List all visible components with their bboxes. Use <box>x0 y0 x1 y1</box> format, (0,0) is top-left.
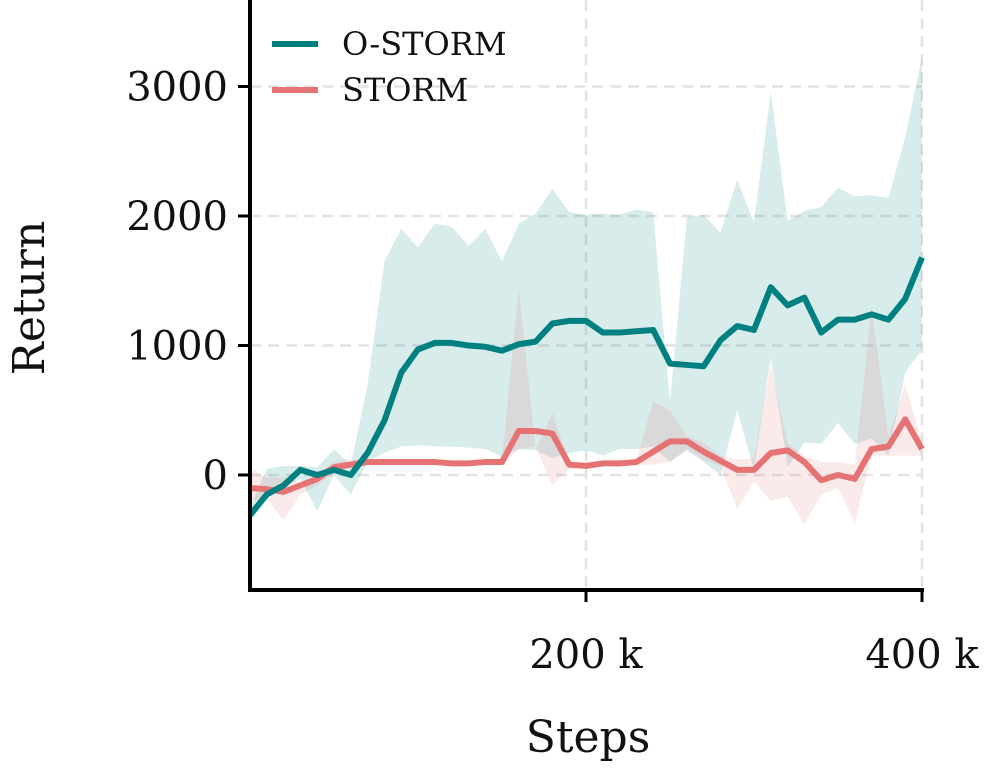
y-tick-label: 2000 <box>126 194 228 240</box>
legend-label: STORM <box>342 71 468 109</box>
y-axis-label: Return <box>4 221 55 376</box>
x-tick-label: 400 k <box>865 632 979 678</box>
grid <box>250 0 924 590</box>
ticks: 0 1000 2000 3000 200 k 400 k <box>126 65 979 678</box>
legend-label: O-STORM <box>342 25 507 63</box>
y-tick-label: 3000 <box>126 65 228 111</box>
x-tick-label: 200 k <box>529 632 643 678</box>
legend: O-STORM STORM <box>272 25 507 109</box>
y-tick-label: 0 <box>203 453 228 499</box>
confidence-bands <box>250 56 922 525</box>
series-lines <box>247 256 925 518</box>
line-o-storm <box>247 256 925 518</box>
x-axis-label: Steps <box>526 712 651 763</box>
band-storm <box>250 287 922 525</box>
band-o-storm <box>250 56 922 521</box>
y-tick-label: 1000 <box>126 324 228 370</box>
